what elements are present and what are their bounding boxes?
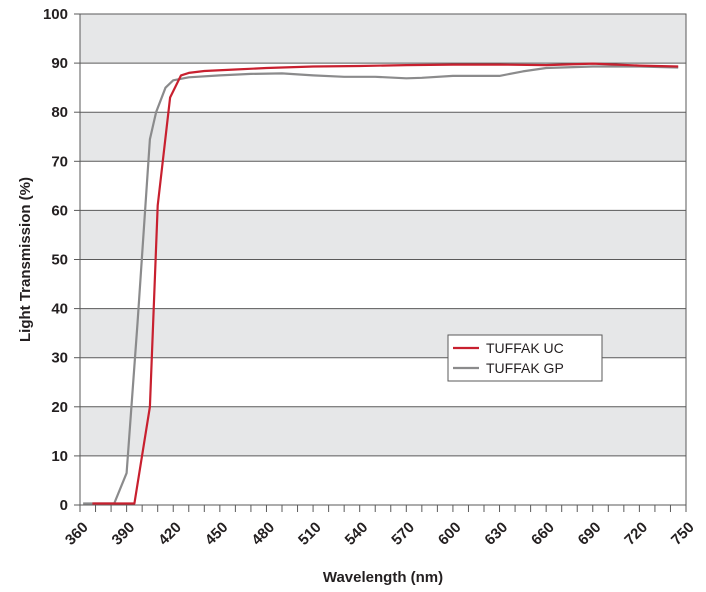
series-line-tuffak-uc [92, 62, 679, 505]
band-50-60 [80, 210, 686, 260]
y-tick-label-50: 50 [51, 252, 68, 269]
series-line-tuffak-gp [83, 65, 679, 505]
x-tick-label-420: 420 [155, 519, 185, 549]
x-tick-label-720: 720 [621, 519, 651, 549]
x-tick-label-690: 690 [575, 519, 605, 549]
y-axis-title: Light Transmission (%) [17, 177, 34, 342]
y-tick-label-70: 70 [51, 153, 68, 170]
y-tick-label-60: 60 [51, 202, 68, 219]
y-tick-label-100: 100 [43, 6, 68, 23]
x-tick-label-630: 630 [481, 519, 511, 549]
legend-label-tuffak-gp: TUFFAK GP [486, 360, 564, 376]
band-10-20 [80, 406, 686, 456]
y-tick-label-90: 90 [51, 55, 68, 72]
legend-box [447, 334, 603, 382]
band-90-100 [80, 14, 686, 64]
y-tick-label-80: 80 [51, 104, 68, 121]
y-tick-label-20: 20 [51, 399, 68, 416]
y-tick-label-0: 0 [60, 497, 68, 514]
y-tick-label-30: 30 [51, 350, 68, 367]
x-tick-label-390: 390 [109, 519, 139, 549]
x-tick-label-540: 540 [342, 519, 372, 549]
y-axis-ticks: 0 10 20 30 40 50 60 70 80 90 100 [43, 6, 80, 514]
y-tick-label-40: 40 [51, 301, 68, 318]
y-tick-label-10: 10 [51, 448, 68, 465]
legend: TUFFAK UC TUFFAK GP [447, 334, 603, 382]
x-tick-label-450: 450 [202, 519, 232, 549]
x-axis-ticks: 360 390 420 450 480 510 540 570 600 630 660 690 720 7… [62, 505, 698, 549]
x-axis-title: Wavelength (nm) [323, 569, 443, 586]
x-tick-label-660: 660 [528, 519, 558, 549]
x-tick-label-600: 600 [435, 519, 465, 549]
legend-label-tuffak-uc: TUFFAK UC [486, 340, 564, 356]
x-tick-label-510: 510 [295, 519, 325, 549]
band-70-80 [80, 112, 686, 162]
x-tick-label-480: 480 [248, 519, 278, 549]
x-tick-label-750: 750 [668, 519, 698, 549]
background-bands [80, 14, 686, 456]
x-tick-label-570: 570 [388, 519, 418, 549]
series-lines [83, 62, 679, 505]
x-tick-label-360: 360 [62, 519, 92, 549]
